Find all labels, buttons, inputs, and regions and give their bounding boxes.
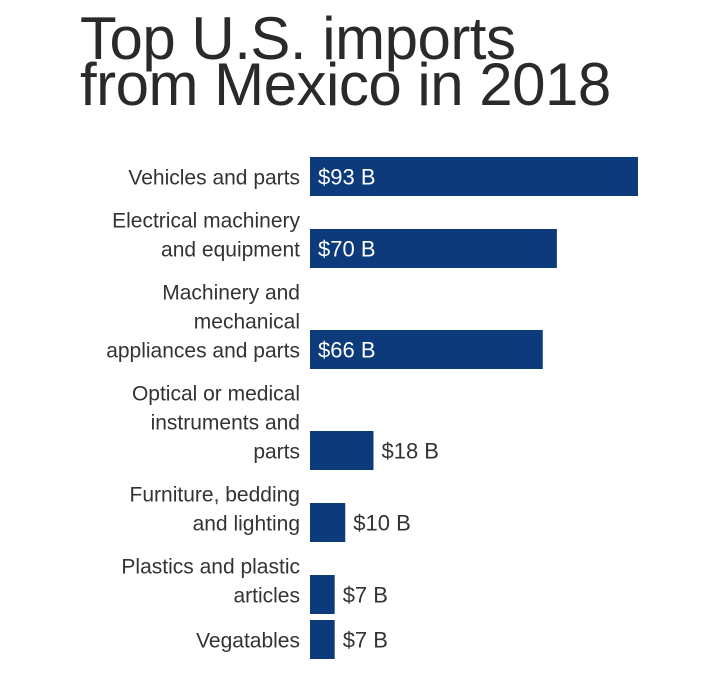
bar-5 (310, 503, 346, 542)
value-label-3: $66 B (318, 338, 376, 363)
value-label-6: $7 B (343, 583, 388, 608)
chart-title: Top U.S. imports from Mexico in 2018 (80, 5, 700, 118)
bar-2 (310, 229, 557, 268)
bar-7 (310, 620, 335, 659)
chart-title-line-1: Top U.S. imports (80, 5, 516, 72)
bar-4 (310, 431, 374, 470)
value-label-4: $18 B (381, 439, 439, 464)
chart-title-line-2: from Mexico in 2018 (80, 51, 611, 118)
value-label-1: $93 B (318, 165, 376, 190)
category-label-2: Electrical machinery and equipment (112, 210, 300, 262)
value-label-5: $10 B (353, 511, 411, 536)
value-label-2: $70 B (318, 237, 376, 262)
category-label-7: Vegatables (196, 630, 300, 653)
category-label-6: Plastics and plastic articles (121, 556, 300, 608)
value-label-7: $7 B (343, 628, 388, 653)
bar-3 (310, 330, 543, 369)
bar-1 (310, 157, 638, 196)
category-label-4: Optical or medical instruments and parts (132, 383, 300, 464)
category-label-1: Vehicles and parts (128, 167, 300, 190)
category-label-3: Machinery and mechanical appliances and pa… (106, 282, 300, 363)
category-label-5: Furniture, bedding and lighting (130, 484, 300, 536)
bar-6 (310, 575, 335, 614)
